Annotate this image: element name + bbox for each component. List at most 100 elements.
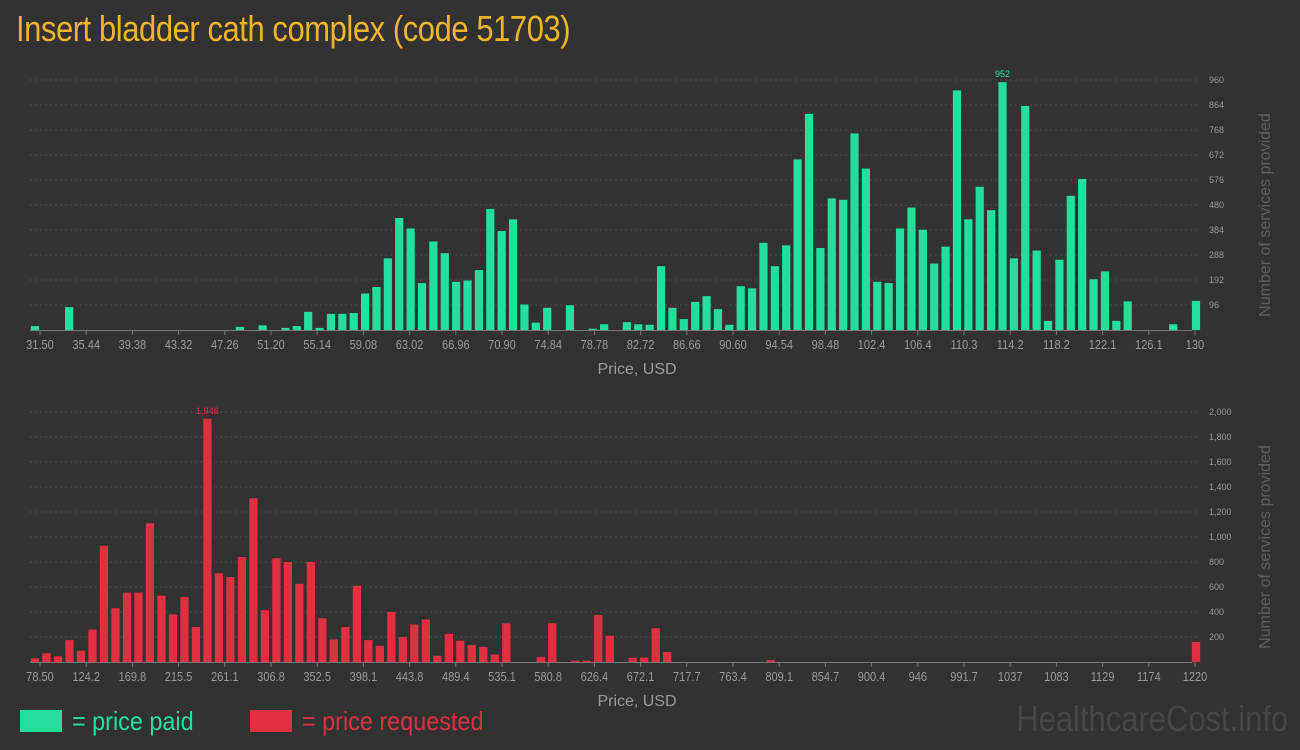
requested-bar (640, 657, 649, 662)
requested-ytick-label: 600 (1209, 582, 1224, 592)
paid-bar (1123, 301, 1132, 330)
paid-bar (429, 241, 438, 330)
paid-bar (281, 327, 290, 330)
requested-bar (260, 610, 270, 662)
paid-bar (861, 168, 871, 330)
paid-bar (395, 218, 404, 330)
paid-bar (645, 324, 654, 330)
legend-label-requested: = price requested (302, 705, 484, 736)
paid-ytick-label: 864 (1209, 100, 1224, 110)
paid-xtick-label: 47.26 (211, 337, 239, 352)
paid-bar (1066, 195, 1075, 330)
paid-bar (1191, 300, 1201, 330)
requested-xtick-label: 854.7 (812, 669, 840, 684)
requested-ytick-label: 1,200 (1209, 507, 1232, 517)
price-requested-chart: 200 400 600 800 1,000 1,200 1,400 1,600 1,800 2,0… (26, 406, 1274, 710)
legend-swatch-requested (250, 710, 292, 732)
paid-bar (668, 307, 677, 330)
requested-xtick-label: 352.5 (303, 669, 331, 684)
requested-x-axis-label: Price, USD (597, 693, 676, 710)
requested-bar (433, 655, 442, 662)
paid-bar (656, 266, 666, 330)
requested-bar (605, 635, 614, 662)
requested-xtick-label: 1174 (1137, 669, 1161, 684)
paid-bar (520, 304, 529, 330)
requested-bar (387, 612, 396, 662)
paid-ytick-label: 480 (1209, 200, 1224, 210)
requested-bar (53, 656, 63, 662)
paid-ytick-label: 288 (1209, 250, 1224, 260)
paid-bar (565, 305, 575, 330)
paid-bar (850, 133, 859, 330)
paid-xtick-label: 70.90 (488, 337, 516, 352)
paid-bar (930, 263, 939, 330)
paid-bar (463, 280, 472, 330)
paid-bar (383, 258, 392, 330)
paid-ytick-label: 576 (1209, 175, 1224, 185)
paid-xtick-label: 122.1 (1089, 337, 1117, 352)
requested-bar (582, 660, 591, 662)
paid-bar (1021, 106, 1030, 330)
paid-bar (770, 266, 779, 330)
requested-xtick-label: 443.8 (396, 669, 424, 684)
paid-bar (884, 283, 893, 330)
requested-bar (295, 583, 304, 662)
requested-ytick-label: 2,000 (1209, 407, 1232, 417)
paid-bar (964, 219, 973, 330)
requested-ytick-label: 400 (1209, 607, 1224, 617)
paid-bar (417, 283, 427, 330)
requested-bar (249, 498, 258, 662)
paid-bar (440, 253, 449, 330)
paid-bar (1078, 178, 1087, 330)
requested-bar (157, 595, 166, 662)
paid-bar (747, 288, 757, 330)
paid-bar (1055, 259, 1064, 330)
legend-price-requested: = price requested (250, 706, 504, 736)
paid-bar (679, 319, 688, 330)
requested-xtick-label: 626.4 (581, 669, 609, 684)
requested-xtick-label: 398.1 (350, 669, 378, 684)
paid-bar (691, 301, 700, 330)
requested-bar (180, 597, 189, 662)
paid-xtick-label: 82.72 (627, 337, 655, 352)
paid-bar (360, 293, 370, 330)
paid-xtick-label: 126.1 (1135, 337, 1163, 352)
legend-label-paid: = price paid (72, 705, 194, 736)
paid-xtick-label: 98.48 (812, 337, 840, 352)
paid-xtick-label: 59.08 (350, 337, 378, 352)
paid-xtick-label: 39.38 (119, 337, 147, 352)
requested-bar (272, 558, 281, 662)
requested-bar (375, 645, 384, 662)
requested-xtick-label: 261.1 (211, 669, 239, 684)
paid-ytick-label: 672 (1209, 150, 1224, 160)
paid-bar (292, 326, 301, 330)
requested-ytick-label: 1,800 (1209, 432, 1232, 442)
requested-xtick-label: 900.4 (858, 669, 886, 684)
requested-bar (410, 624, 419, 662)
paid-xtick-label: 110.3 (951, 337, 978, 352)
paid-bar (486, 208, 495, 330)
requested-bar (352, 585, 361, 662)
requested-bar (1191, 642, 1201, 662)
requested-bar (237, 557, 247, 662)
requested-xtick-label: 535.1 (488, 669, 516, 684)
paid-bar (531, 322, 540, 330)
requested-xtick-label: 946 (909, 669, 928, 684)
requested-ytick-label: 200 (1209, 632, 1224, 642)
requested-bar (88, 629, 97, 662)
paid-bar (372, 287, 381, 330)
paid-bar (1089, 279, 1098, 330)
requested-bar (191, 627, 201, 662)
requested-bar (99, 545, 109, 662)
paid-bar (1009, 258, 1018, 330)
requested-bar (168, 614, 178, 662)
paid-bar (543, 307, 552, 330)
paid-bar (65, 307, 74, 330)
requested-ytick-label: 1,000 (1209, 532, 1232, 542)
paid-ytick-label: 960 (1209, 75, 1224, 85)
requested-bar (283, 562, 293, 662)
paid-xtick-label: 106.4 (904, 337, 932, 352)
requested-bar (318, 618, 327, 662)
requested-bar (145, 523, 155, 662)
requested-bar (398, 637, 407, 662)
